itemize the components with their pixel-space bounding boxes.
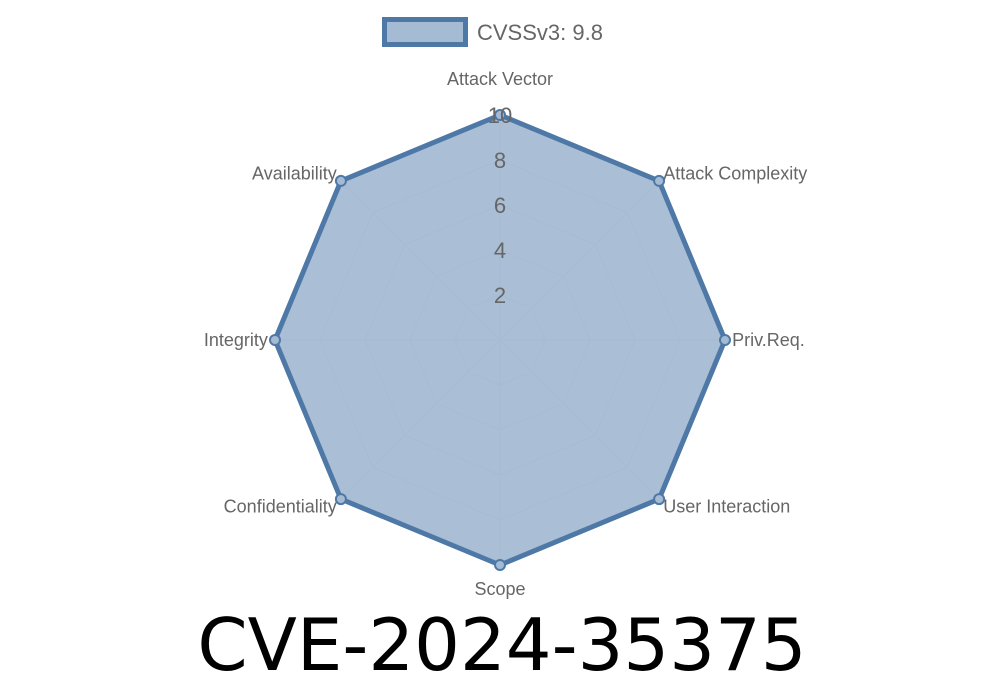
radial-ticks: 2 4 6 8 10	[488, 103, 512, 308]
tick-label: 2	[494, 283, 506, 308]
axis-label: User Interaction	[663, 496, 790, 516]
legend-label: CVSSv3: 9.8	[477, 20, 603, 45]
radar-series	[269, 109, 731, 571]
legend-swatch	[382, 17, 468, 47]
axis-label: Attack Complexity	[663, 164, 807, 184]
data-point[interactable]	[653, 174, 666, 187]
data-point[interactable]	[269, 334, 281, 346]
axis-label: Confidentiality	[224, 496, 337, 516]
axis-label: Availability	[252, 164, 337, 184]
data-point[interactable]	[653, 493, 666, 506]
data-point[interactable]	[494, 559, 506, 571]
axis-label: Integrity	[204, 330, 268, 350]
data-point[interactable]	[334, 174, 347, 187]
tick-label: 6	[494, 193, 506, 218]
axis-label: Attack Vector	[447, 69, 553, 89]
legend[interactable]: CVSSv3: 9.8	[382, 17, 603, 47]
tick-label: 8	[494, 148, 506, 173]
tick-label: 4	[494, 238, 506, 263]
data-point[interactable]	[334, 493, 347, 506]
tick-label: 10	[488, 103, 512, 128]
data-point[interactable]	[494, 109, 506, 121]
chart-title: CVE-2024-35375	[197, 603, 806, 687]
axis-label: Priv.Req.	[732, 330, 805, 350]
axis-labels: Attack Vector Attack Complexity Priv.Req. U…	[204, 69, 807, 599]
axis-label: Scope	[474, 579, 525, 599]
data-point[interactable]	[719, 334, 731, 346]
